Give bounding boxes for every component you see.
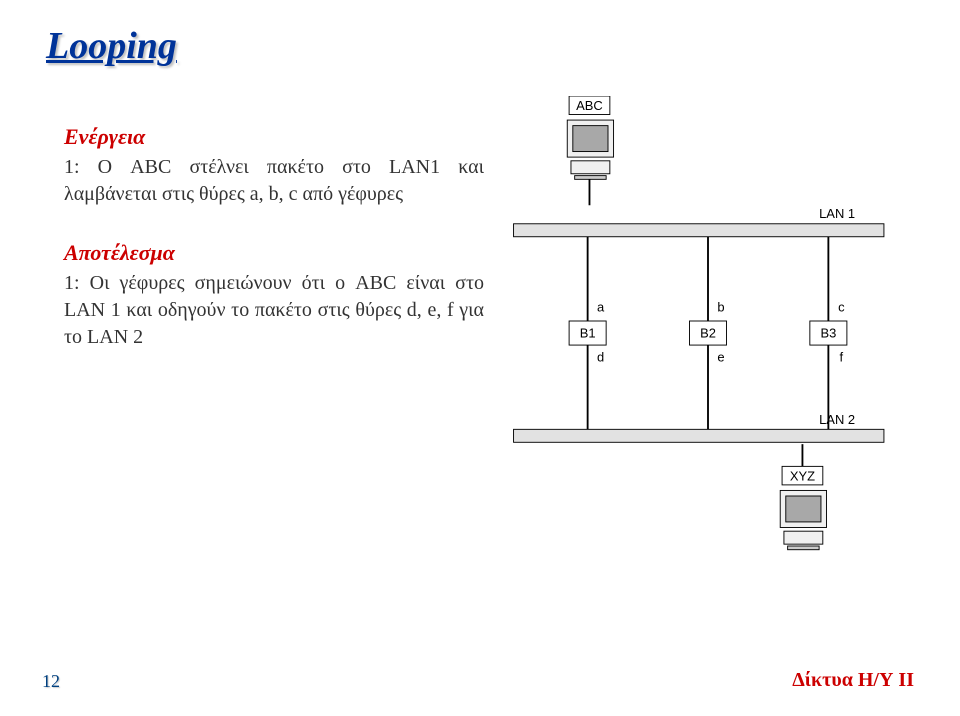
- svg-text:d: d: [597, 350, 604, 365]
- section1-body: 1: Ο ABC στέλνει πακέτο στο LAN1 και λαμ…: [64, 154, 484, 208]
- svg-text:LAN 2: LAN 2: [819, 412, 855, 427]
- text-column: Ενέργεια 1: Ο ABC στέλνει πακέτο στο LAN…: [64, 110, 484, 351]
- footer-label: Δίκτυα Η/Υ ΙΙ: [792, 669, 914, 692]
- svg-text:e: e: [717, 350, 724, 365]
- svg-text:LAN 1: LAN 1: [819, 206, 855, 221]
- svg-text:B3: B3: [820, 326, 836, 341]
- section1-heading: Ενέργεια: [64, 124, 484, 150]
- slide-title: Looping: [46, 24, 177, 68]
- svg-text:ABC: ABC: [576, 98, 603, 113]
- page-number: 12: [42, 671, 60, 692]
- svg-text:B1: B1: [580, 326, 596, 341]
- svg-text:XYZ: XYZ: [790, 468, 815, 483]
- section2-heading: Αποτέλεσμα: [64, 240, 484, 266]
- svg-text:c: c: [838, 300, 845, 315]
- svg-text:a: a: [597, 300, 605, 315]
- section2-body: 1: Οι γέφυρες σημειώνουν ότι ο ABC είναι…: [64, 270, 484, 351]
- svg-text:b: b: [717, 300, 724, 315]
- svg-text:f: f: [840, 350, 844, 365]
- network-diagram: ABC LAN 1 a dB1 b eB2 c f B3 LAN 2 XYZ: [498, 96, 918, 596]
- svg-text:B2: B2: [700, 326, 716, 341]
